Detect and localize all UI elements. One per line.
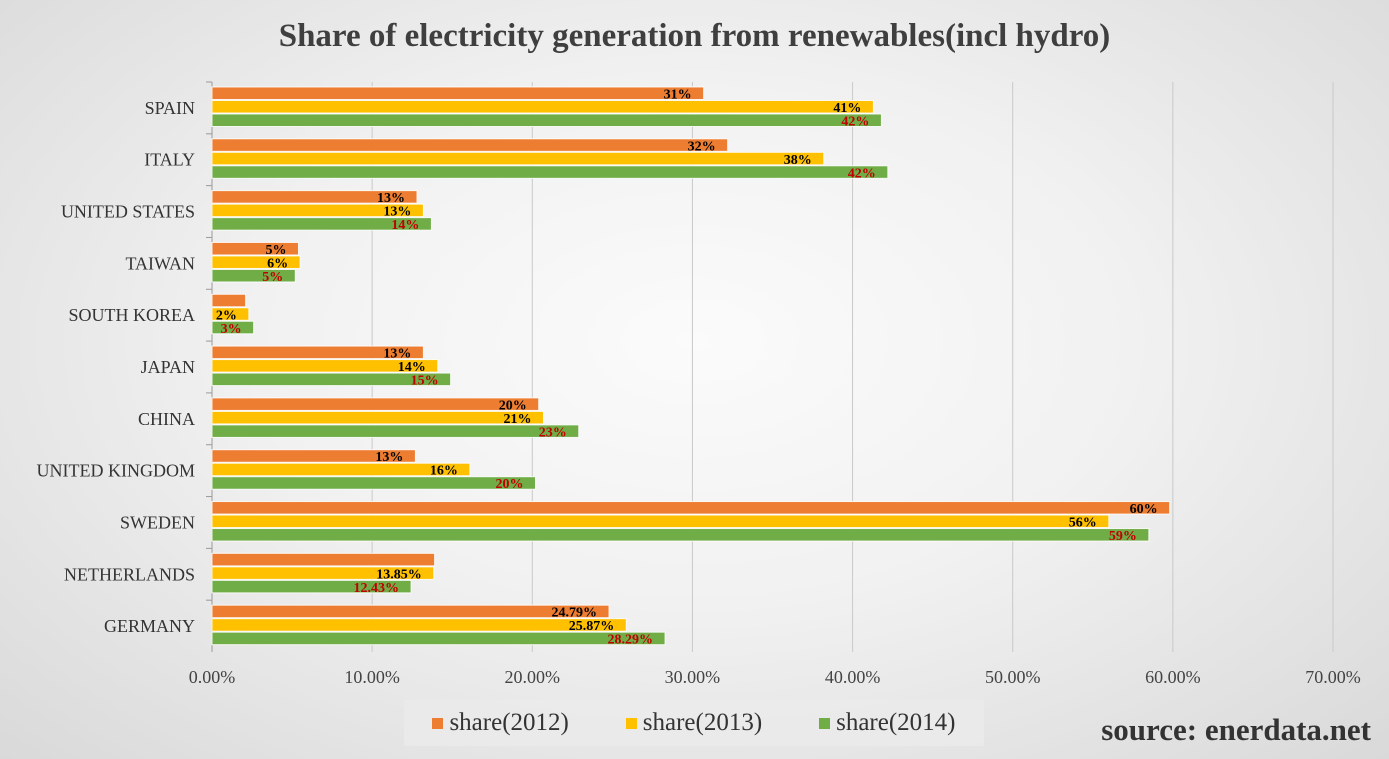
- data-label-share-2012-united-states: 13%: [377, 191, 405, 206]
- x-tick-label-10: 10.00%: [344, 667, 400, 687]
- x-tick-label-40: 40.00%: [825, 667, 881, 687]
- bar-share-2012-spain: [211, 86, 705, 100]
- bar-share-2014-united-kingdom: [211, 476, 536, 490]
- data-label-share-2014-china: 23%: [539, 425, 567, 440]
- bar-share-2013-south-korea: [211, 307, 250, 321]
- category-label-south-korea: SOUTH KOREA: [68, 305, 195, 325]
- category-label-taiwan: TAIWAN: [125, 253, 195, 273]
- bar-share-2013-united-states: [211, 203, 424, 218]
- bar-share-2012-netherlands: [211, 552, 436, 567]
- data-label-share-2013-germany: 25.87%: [569, 619, 615, 634]
- x-tick-label-60: 60.00%: [1145, 667, 1201, 687]
- category-label-spain: SPAIN: [145, 98, 195, 118]
- data-label-share-2014-italy: 42%: [848, 166, 876, 181]
- bar-share-2012-germany: [211, 604, 610, 619]
- bar-share-2014-italy: [211, 165, 889, 179]
- data-label-share-2013-sweden: 56%: [1069, 516, 1097, 531]
- legend-label-2013: share(2013): [642, 709, 763, 736]
- bar-share-2012-italy: [211, 138, 729, 152]
- data-label-share-2014-netherlands: 12.43%: [354, 581, 400, 596]
- bar-share-2012-japan: [211, 345, 424, 360]
- category-label-united-states: UNITED STATES: [61, 202, 195, 222]
- bar-share-2013-spain: [211, 100, 874, 114]
- data-label-share-2014-spain: 42%: [841, 115, 869, 130]
- legend-item-2013: share(2013): [625, 709, 763, 737]
- x-tick-label-30: 30.00%: [665, 667, 721, 687]
- category-label-germany: GERMANY: [104, 616, 195, 636]
- bar-share-2013-china: [211, 410, 544, 425]
- data-label-share-2014-united-kingdom: 20%: [495, 477, 523, 492]
- bar-share-2012-taiwan: [211, 241, 299, 256]
- bar-share-2012-united-kingdom: [211, 449, 416, 463]
- x-tick-label-20: 20.00%: [505, 667, 561, 687]
- data-label-share-2013-italy: 38%: [784, 153, 812, 168]
- bar-share-2012-sweden: [211, 501, 1171, 515]
- category-label-netherlands: NETHERLANDS: [64, 564, 195, 584]
- category-label-china: CHINA: [138, 409, 195, 429]
- legend-swatch-2014: [819, 717, 831, 729]
- data-label-share-2012-japan: 13%: [383, 347, 411, 362]
- bar-share-2013-japan: [211, 359, 439, 373]
- chart-title: Share of electricity generation from ren…: [278, 18, 1111, 54]
- data-label-share-2012-sweden: 60%: [1130, 502, 1158, 517]
- category-label-united-kingdom: UNITED KINGDOM: [37, 461, 195, 481]
- legend-label-2012: share(2012): [449, 709, 569, 736]
- bar-share-2014-taiwan: [211, 268, 296, 283]
- bar-share-2013-germany: [211, 618, 627, 632]
- x-tick-label-70: 70.00%: [1305, 667, 1361, 687]
- data-label-share-2014-germany: 28.29%: [608, 633, 654, 648]
- legend-label-2014: share(2014): [836, 709, 956, 736]
- source-note: source: enerdata.net: [1101, 712, 1371, 747]
- bar-share-2014-spain: [211, 113, 882, 127]
- bar-share-2014-united-states: [211, 217, 432, 231]
- bar-share-2012-south-korea: [211, 293, 247, 308]
- bar-share-2013-italy: [211, 151, 825, 166]
- legend-item-2014: share(2014): [819, 709, 956, 737]
- data-label-share-2012-united-kingdom: 13%: [375, 450, 403, 465]
- bar-share-2013-taiwan: [211, 255, 301, 269]
- x-tick-label-0: 0.00%: [189, 667, 236, 687]
- bar-share-2014-south-korea: [211, 320, 255, 335]
- bar-share-2014-netherlands: [211, 579, 412, 594]
- legend: share(2012) share(2013) share(2014): [404, 700, 984, 746]
- bar-share-2013-united-kingdom: [211, 462, 471, 477]
- data-label-share-2013-japan: 14%: [398, 360, 426, 375]
- data-label-share-2012-taiwan: 5%: [265, 243, 286, 258]
- bar-share-2014-germany: [211, 631, 666, 646]
- data-label-share-2014-united-states: 14%: [391, 218, 419, 233]
- legend-item-2012: share(2012): [432, 709, 569, 737]
- data-label-share-2012-germany: 24.79%: [551, 606, 597, 621]
- bar-share-2014-japan: [211, 372, 452, 387]
- legend-swatch-2012: [432, 717, 444, 729]
- data-label-share-2013-spain: 41%: [833, 101, 861, 116]
- data-label-share-2014-japan: 15%: [411, 374, 439, 389]
- data-label-share-2014-south-korea: 3%: [221, 322, 242, 337]
- data-label-share-2012-italy: 32%: [688, 139, 716, 154]
- bar-share-2014-china: [211, 424, 580, 438]
- data-label-share-2013-taiwan: 6%: [267, 256, 288, 271]
- data-label-share-2012-china: 20%: [499, 398, 527, 413]
- data-label-share-2014-taiwan: 5%: [262, 270, 283, 285]
- category-label-sweden: SWEDEN: [120, 512, 195, 532]
- bar-share-2012-china: [211, 397, 540, 411]
- data-label-share-2013-china: 21%: [503, 412, 531, 427]
- data-label-share-2013-netherlands: 13.85%: [376, 567, 422, 582]
- data-label-share-2013-united-kingdom: 16%: [430, 464, 458, 479]
- category-label-japan: JAPAN: [141, 357, 195, 377]
- x-tick-label-50: 50.00%: [985, 667, 1041, 687]
- data-label-share-2013-united-states: 13%: [383, 205, 411, 220]
- data-label-share-2014-sweden: 59%: [1109, 529, 1137, 544]
- data-label-share-2012-spain: 31%: [664, 88, 692, 103]
- data-label-share-2013-south-korea: 2%: [216, 308, 237, 323]
- bar-share-2012-united-states: [211, 190, 418, 204]
- bar-share-2013-netherlands: [211, 566, 435, 580]
- bar-share-2014-sweden: [211, 528, 1150, 542]
- category-label-italy: ITALY: [144, 150, 195, 170]
- legend-swatch-2013: [625, 717, 637, 729]
- bar-share-2013-sweden: [211, 514, 1110, 529]
